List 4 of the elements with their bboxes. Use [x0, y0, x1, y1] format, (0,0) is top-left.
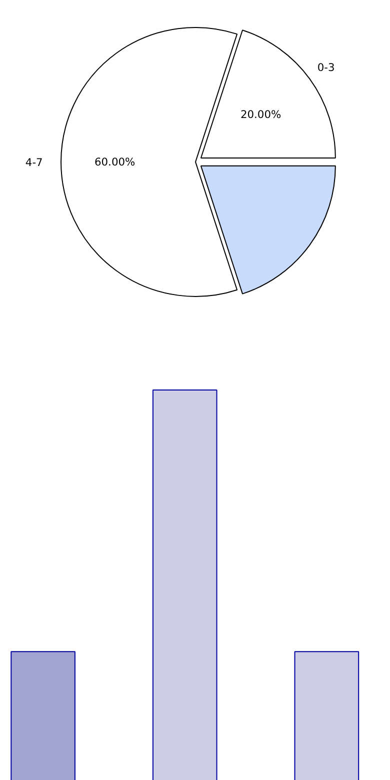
data-label: 60.00% [94, 155, 136, 168]
slice-label: 0-3 [317, 61, 335, 74]
slice-label: 4-7 [25, 156, 43, 169]
data-label: 20.00% [240, 108, 282, 122]
